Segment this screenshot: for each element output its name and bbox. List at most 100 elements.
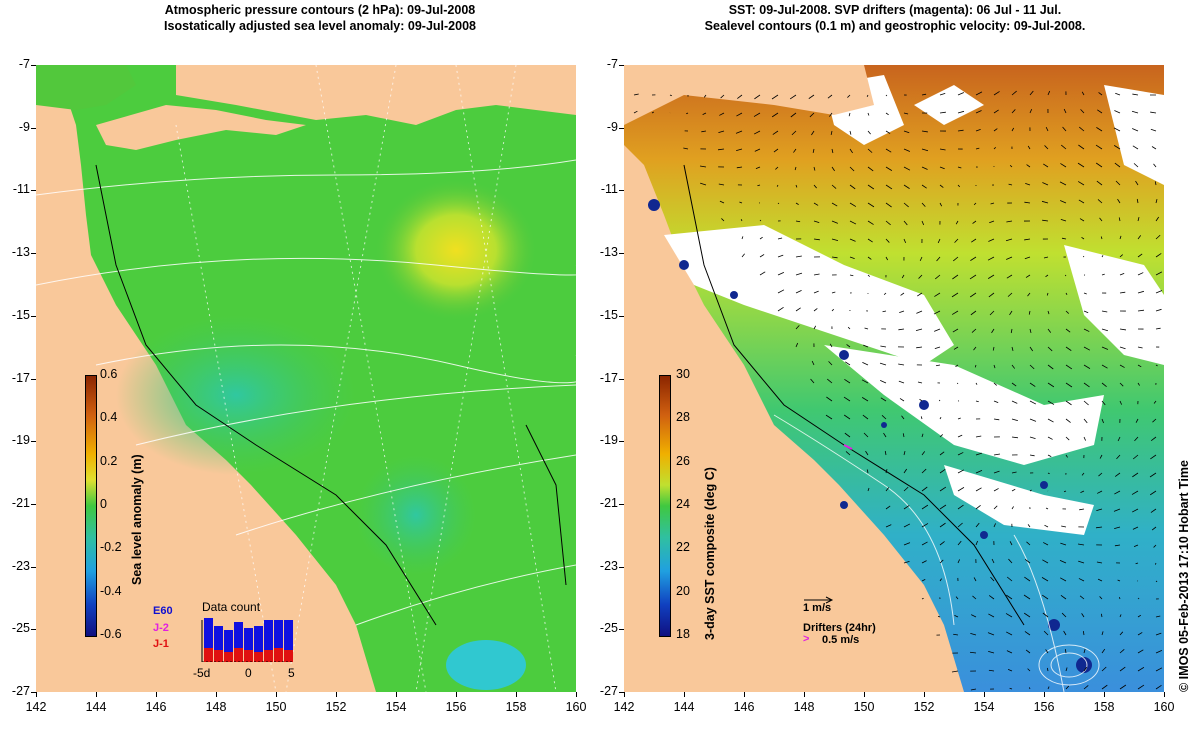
velocity-arrow [1132,472,1139,478]
velocity-arrow [1006,576,1013,582]
velocity-arrow [921,220,925,226]
data-count-inset: Data count [200,600,295,665]
velocity-arrow [755,166,761,170]
velocity-arrow [1095,162,1103,168]
colorbar-tick: 0.4 [100,410,118,425]
velocity-arrow [988,238,995,242]
velocity-arrow [1099,217,1103,222]
velocity-arrow [1045,274,1049,278]
velocity-arrow [1065,418,1071,423]
velocity-arrow [954,238,959,243]
velocity-arrow [921,504,929,510]
velocity-arrow [813,290,819,294]
velocity-arrow [992,346,995,351]
velocity-arrow [1027,668,1031,672]
velocity-arrow [972,595,977,600]
velocity-arrow [1119,684,1127,690]
velocity-arrow [794,166,797,171]
velocity-arrow [993,470,1000,474]
velocity-arrow [828,361,833,366]
velocity-arrow [1063,490,1067,493]
velocity-arrow [1047,400,1055,405]
velocity-arrow [957,417,961,420]
velocity-arrow [1137,253,1143,258]
velocity-arrow [1029,436,1036,440]
data-count-bar-j2 [274,620,283,648]
velocity-arrow [795,202,799,205]
velocity-arrow [1137,364,1142,368]
drifters-scale-label: 0.5 m/s [822,634,860,646]
velocity-arrow [1150,128,1157,132]
velocity-arrow [1065,310,1069,314]
velocity-arrow [1007,292,1013,297]
data-count-bar-j2 [284,620,293,650]
velocity-arrow [759,254,765,258]
velocity-arrow [969,651,977,654]
velocity-arrow [862,362,869,366]
velocity-arrow [669,94,672,97]
velocity-arrow [988,650,995,654]
velocity-arrow [933,310,941,315]
velocity-arrow [1155,650,1163,654]
velocity-arrow [1155,632,1162,636]
left-ytick: -7 [18,57,30,71]
velocity-arrow [901,274,905,279]
velocity-arrow [1132,128,1139,132]
velocity-arrow [1083,648,1086,654]
data-count-bar-j2 [254,626,263,652]
left-xtick-mark [96,692,97,697]
velocity-arrow [1152,418,1157,423]
velocity-arrow [1099,596,1103,600]
velocity-arrow [1065,328,1071,333]
left-xtick-mark [516,692,517,697]
velocity-arrow [1101,666,1107,672]
velocity-arrow [885,220,891,226]
velocity-arrow [777,254,784,258]
velocity-arrow [736,148,743,152]
velocity-arrow [1133,163,1139,168]
left-ytick-mark [31,503,36,505]
velocity-arrow [1150,454,1157,460]
velocity-arrow [957,452,964,456]
velocity-arrow [1047,310,1050,315]
velocity-arrow [1011,418,1018,422]
velocity-arrow [1041,594,1049,600]
right-xtick-mark [684,692,685,697]
velocity-arrow [1155,198,1158,204]
velocity-arrow [831,202,838,207]
velocity-arrow [957,434,963,438]
velocity-arrow [1077,181,1085,186]
left-xtick-mark [576,692,577,697]
velocity-arrow [829,112,833,117]
velocity-arrow [808,94,815,99]
velocity-arrow [885,487,890,492]
velocity-arrow [795,272,803,276]
right-ytick-mark [619,253,624,255]
velocity-arrow [1047,472,1050,475]
data-count-bar-j2 [214,626,223,650]
velocity-arrow [1061,612,1067,618]
velocity-arrow [885,238,890,243]
velocity-arrow [1011,382,1017,387]
velocity-arrow [867,202,875,208]
velocity-arrow [916,346,923,349]
data-count-bar-j2 [264,620,273,650]
velocity-arrow [776,184,779,187]
colorbar-tick: -0.4 [100,583,122,598]
velocity-arrow [1119,291,1126,294]
velocity-arrow [1132,526,1139,530]
velocity-arrow [1029,108,1033,114]
velocity-arrow [1114,162,1121,168]
velocity-arrow [1029,400,1037,405]
velocity-arrow [1150,111,1157,114]
velocity-arrow [1155,580,1158,583]
velocity-arrow [771,112,779,118]
velocity-arrow [921,93,927,96]
velocity-arrow [1137,309,1145,312]
velocity-arrow [863,344,869,348]
velocity-arrow [1064,649,1067,654]
velocity-arrow [939,148,946,151]
velocity-arrow [1101,418,1104,424]
left-title-line2: Isostatically adjusted sea level anomaly… [164,19,476,33]
velocity-arrow [826,396,833,402]
